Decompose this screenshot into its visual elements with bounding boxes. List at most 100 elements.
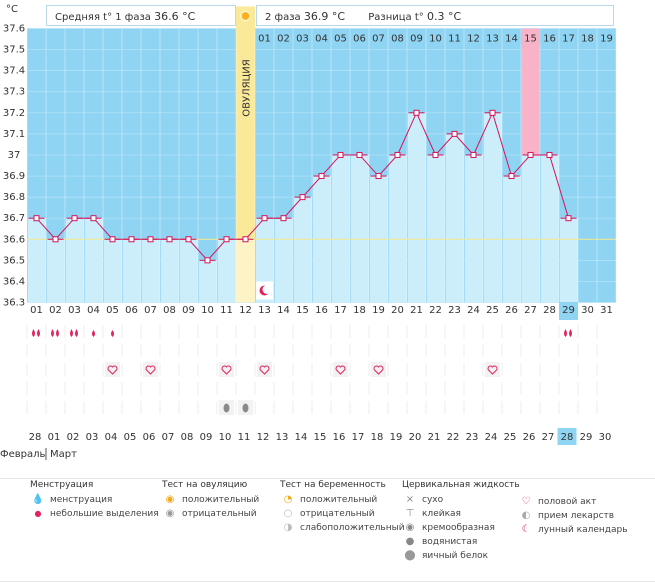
y-tick-label: 36.4: [3, 276, 25, 287]
menstruation-icon: [70, 329, 78, 337]
legend-cf-watery: водянистая: [422, 537, 478, 547]
phase2-label: 2 фаза: [265, 12, 301, 23]
date-label: 06: [143, 432, 156, 443]
date-label: 28: [29, 432, 42, 443]
phase2-day-label: 17: [562, 34, 575, 45]
small-drop-icon: ●: [34, 509, 42, 518]
heart-cell: [485, 362, 500, 377]
temperature-bar: [351, 154, 369, 303]
legend-lunar: лунный календарь: [538, 525, 628, 535]
cycle-day-label: 07: [144, 305, 157, 316]
pr-negative-icon: ○: [283, 508, 293, 519]
y-tick-label: 36.8: [3, 192, 25, 203]
legend-pr-negative: отрицательный: [300, 509, 375, 519]
temperature-point: [128, 236, 135, 243]
temperature-point: [527, 151, 534, 158]
phase2-header: 2 фаза 36.9 °C Разница t° 0.3 °C: [256, 5, 614, 26]
legend-cf-dry: сухо: [422, 495, 444, 505]
y-tick-label: 37.3: [3, 87, 25, 98]
temperature-bar: [142, 239, 160, 303]
heart-icon: [487, 365, 498, 375]
y-tick-label: 36.6: [3, 234, 25, 245]
phase2-day-label: 10: [429, 34, 442, 45]
temperature-bar: [47, 239, 65, 303]
sticky-icon: ⊤: [405, 508, 415, 519]
heart-cell: [219, 362, 234, 377]
date-label: 15: [314, 432, 327, 443]
legend-pills: прием лекарств: [538, 511, 615, 521]
cycle-day-label: 09: [182, 305, 195, 316]
ovulation-label: ОВУЛЯЦИЯ: [242, 59, 253, 117]
date-label: 24: [485, 432, 498, 443]
phase2-day-label: 08: [391, 34, 404, 45]
legend-ov-negative: отрицательный: [182, 509, 257, 519]
temperature-point: [546, 151, 553, 158]
date-label: 21: [428, 432, 441, 443]
temperature-point: [147, 236, 154, 243]
phase2-day-label: 14: [505, 34, 518, 45]
phase2-value: 36.9 °C: [303, 10, 346, 23]
legend-cf-eggwhite: яичный белок: [422, 551, 489, 561]
cycle-day-label: 05: [106, 305, 119, 316]
temperature-bar: [180, 239, 198, 303]
temperature-bar: [465, 154, 483, 303]
date-label: 27: [542, 432, 555, 443]
date-label: 20: [409, 432, 422, 443]
temperature-point: [432, 151, 439, 158]
date-label: 30: [599, 432, 612, 443]
dry-icon: ×: [405, 494, 415, 505]
date-label: 07: [162, 432, 175, 443]
heart-icon: [221, 365, 232, 375]
temperature-point: [394, 151, 401, 158]
phase2-day-label: 02: [277, 34, 290, 45]
cycle-day-label: 31: [600, 305, 613, 316]
temperature-point: [109, 236, 116, 243]
date-label: 05: [124, 432, 137, 443]
date-label: 23: [466, 432, 479, 443]
phase2-day-label: 11: [448, 34, 461, 45]
y-tick-label: 37: [8, 150, 21, 161]
temperature-bar: [199, 260, 217, 303]
cycle-day-label: 02: [49, 305, 62, 316]
temperature-point: [280, 215, 287, 222]
ov-positive-icon: ◉: [165, 494, 175, 505]
temperature-bar: [446, 133, 464, 303]
drop-icon: 💧: [31, 494, 45, 505]
date-label: 11: [238, 432, 251, 443]
menstruation-icon: [564, 329, 572, 337]
heart-icon: [259, 365, 270, 375]
y-axis-unit: °C: [6, 4, 18, 15]
heart-icon: [335, 365, 346, 375]
cycle-day-label: 21: [410, 305, 423, 316]
legend-pr-weak: слабоположительный: [300, 523, 405, 533]
phase1-label: Средняя t° 1 фаза: [55, 12, 151, 23]
legend-cervical-title: Цервикальная жидкость: [402, 480, 520, 490]
heart-cell: [105, 362, 120, 377]
date-label: 29: [580, 432, 593, 443]
legend-ovulation-title: Тест на овуляцию: [162, 480, 248, 490]
y-tick-label: 36.9: [3, 171, 25, 182]
y-tick-label: 37.1: [3, 129, 25, 140]
temperature-point: [33, 215, 40, 222]
phase2-day-label: 13: [486, 34, 499, 45]
phase2-day-label: 15: [524, 34, 537, 45]
date-label: 03: [86, 432, 99, 443]
menstruation-icon: [32, 329, 40, 337]
temperature-bar: [427, 154, 445, 303]
cycle-day-label: 12: [239, 305, 252, 316]
temperature-bar: [28, 218, 46, 303]
month-mar-label: Март: [50, 449, 77, 460]
temperature-point: [318, 173, 325, 180]
temperature-bar: [161, 239, 179, 303]
temperature-point: [489, 109, 496, 116]
date-label: 17: [352, 432, 365, 443]
date-label: 18: [371, 432, 384, 443]
cycle-day-label: 11: [220, 305, 233, 316]
phase2-day-label: 04: [315, 34, 328, 45]
temperature-point: [185, 236, 192, 243]
cycle-day-label: 18: [353, 305, 366, 316]
pr-weak-icon: ◑: [283, 522, 293, 533]
light-bleeding-icon: [92, 330, 95, 337]
temperature-bar: [389, 154, 407, 303]
cycle-day-label: 16: [315, 305, 328, 316]
